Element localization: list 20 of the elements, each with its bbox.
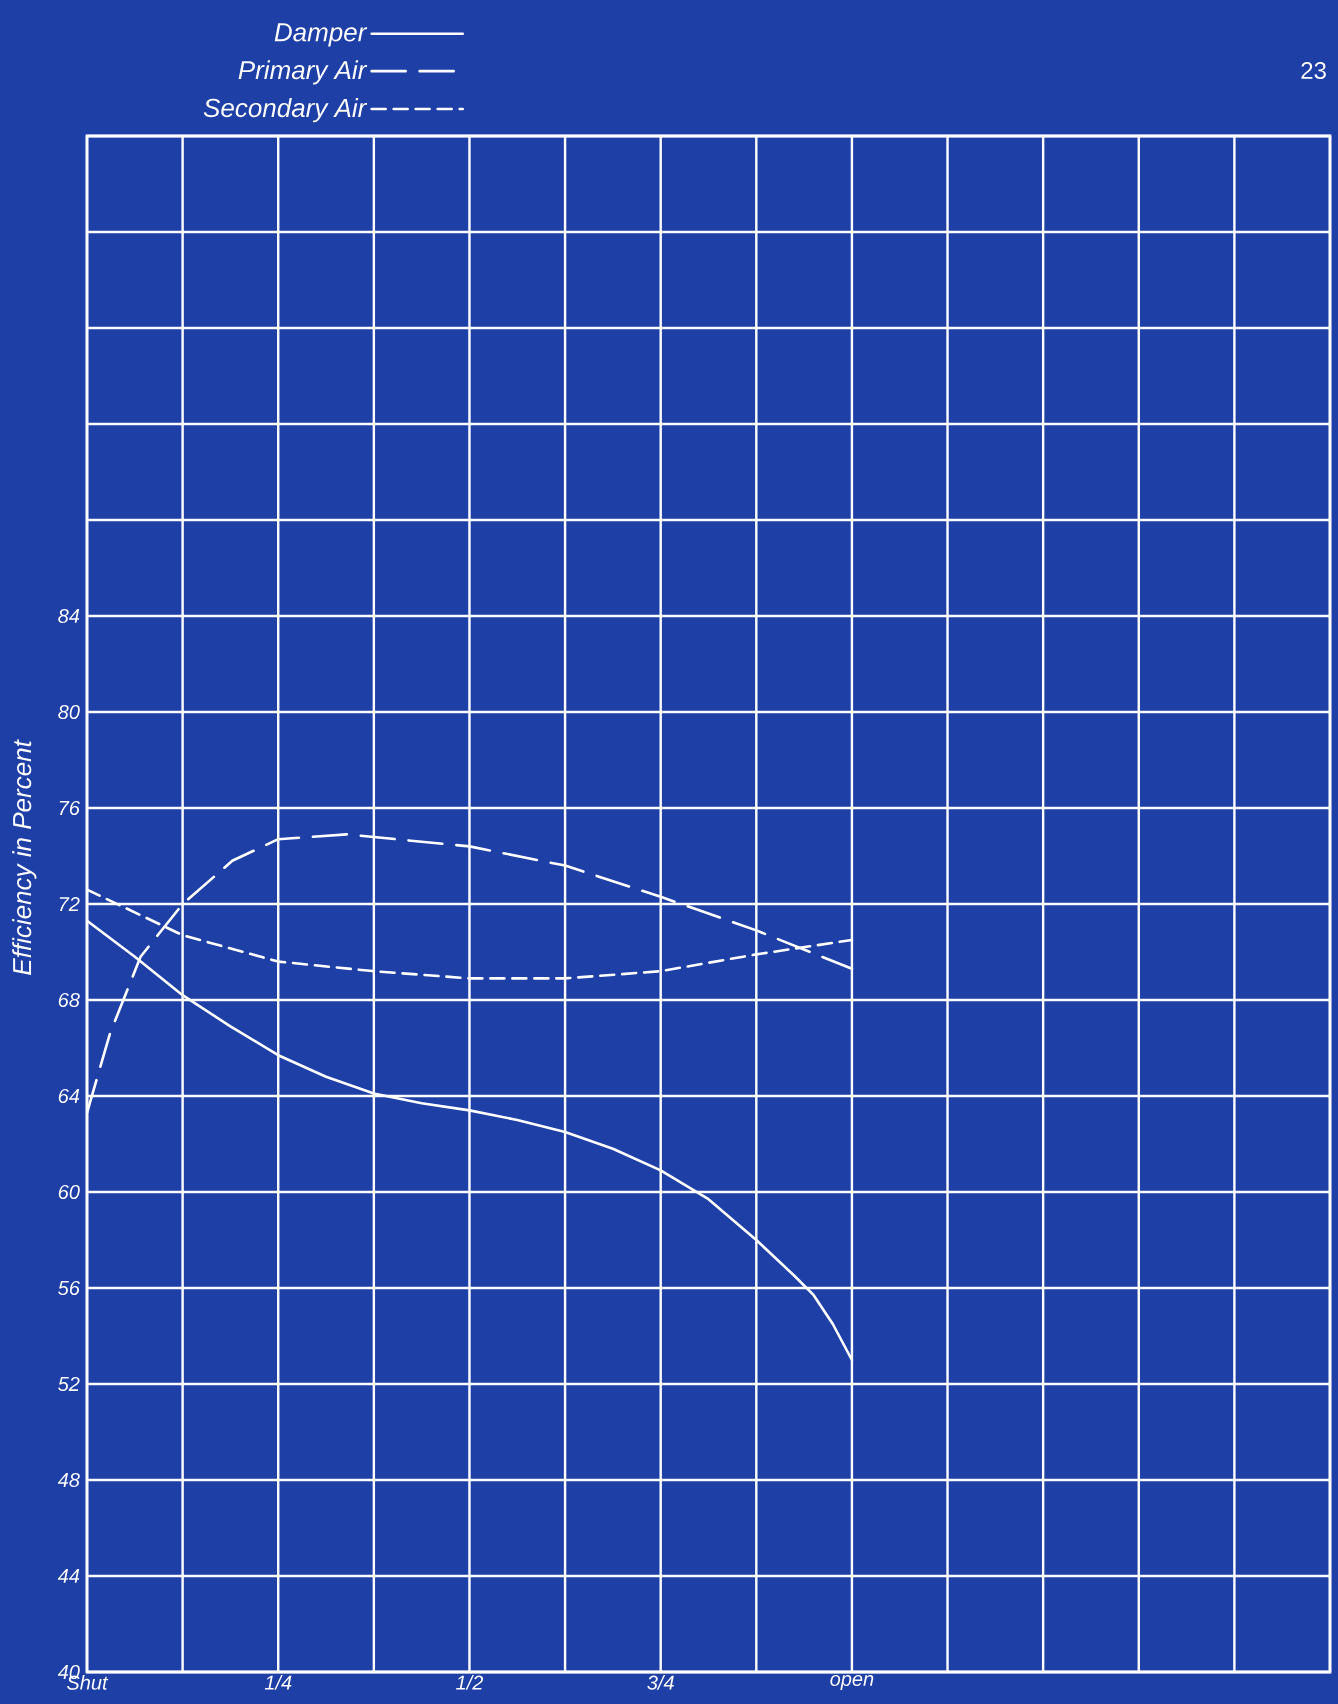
y-tick-label: 76 [59,800,80,816]
y-tick-label: 80 [58,704,80,720]
y-tick-label: 60 [58,1184,80,1200]
legend-label: Secondary Air [203,98,368,123]
y-tick-label: 72 [59,897,80,911]
x-tick-label: 1/2 [456,1675,484,1690]
text: 23 [1301,62,1326,80]
y-tick-label: 48 [57,1472,80,1488]
y-axis-title: Efficiency in Percent [12,739,37,975]
y-tick-label: 56 [58,1280,80,1296]
legend-label: Damper [274,23,368,47]
y-tick-label: 44 [57,1569,80,1583]
y-tick-label: 84 [58,608,80,624]
x-tick-label: 3/4 [647,1675,674,1690]
y-tick-label: 68 [58,992,80,1008]
legend-label: Primary Air [238,60,368,85]
y-tick-label: 52 [58,1376,80,1392]
x-tick-label: 1/4 [264,1675,292,1690]
y-tick-label: 64 [58,1088,80,1104]
x-tick-label: open [830,1675,874,1690]
